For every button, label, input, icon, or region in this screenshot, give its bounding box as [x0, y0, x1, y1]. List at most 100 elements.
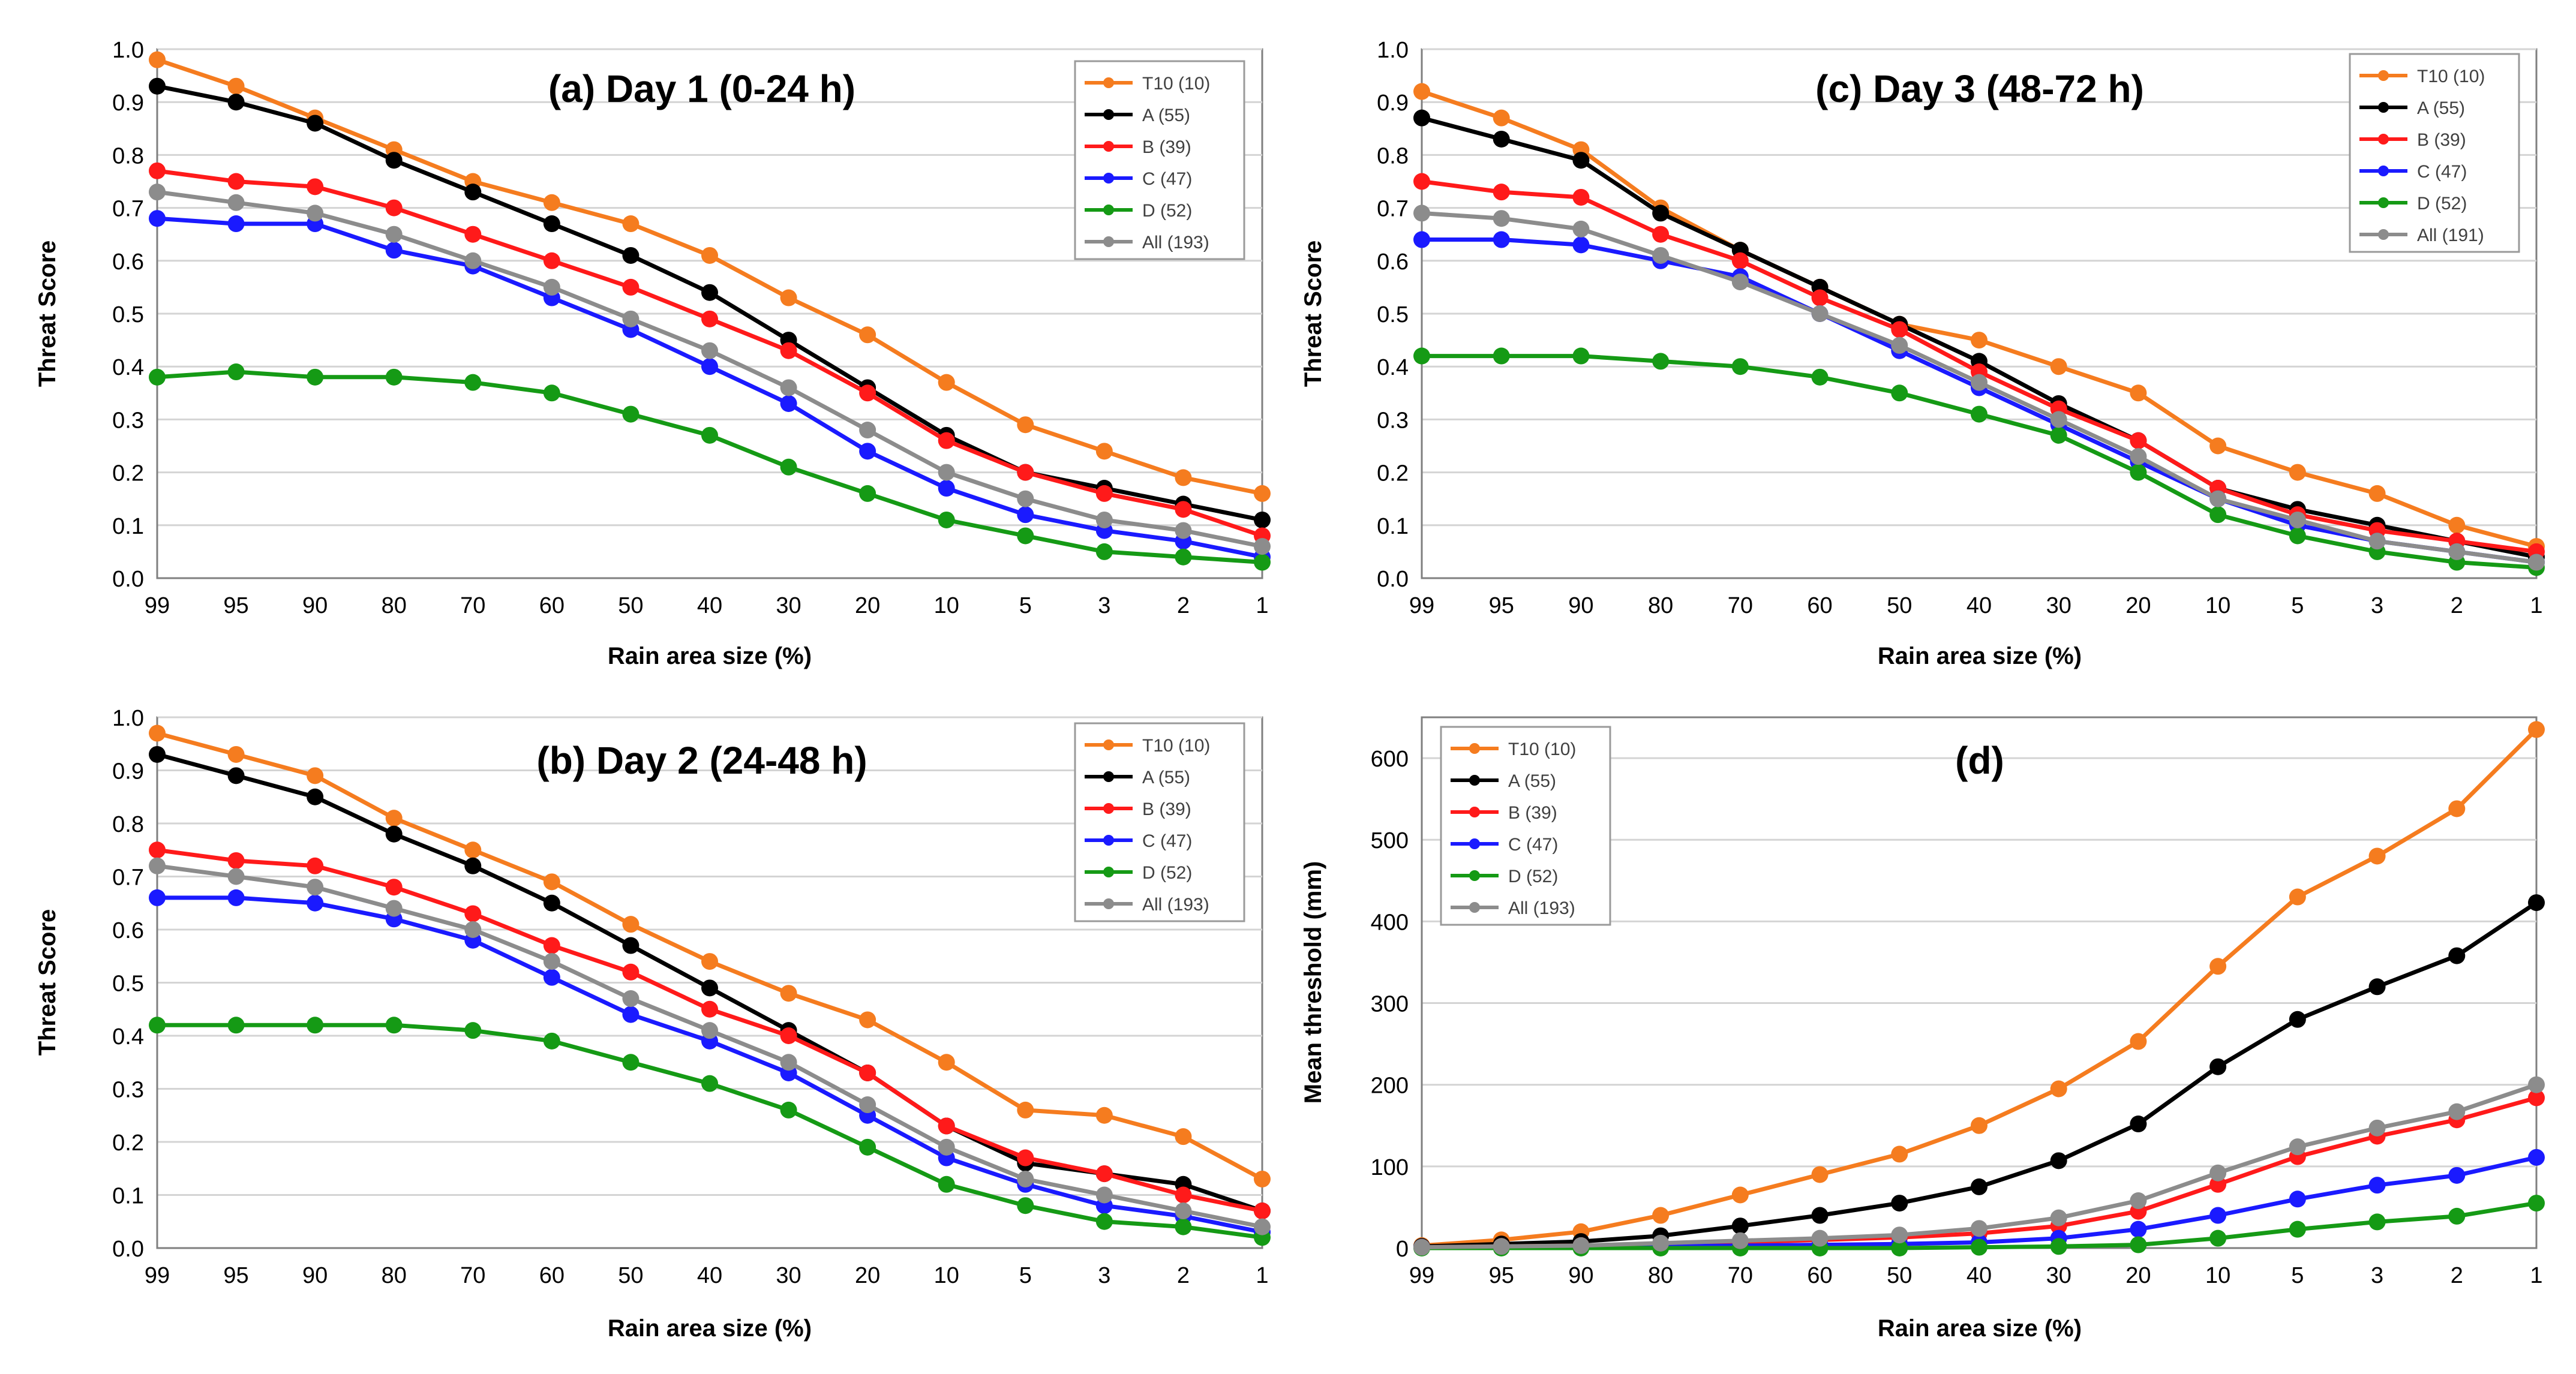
axes-b: [156, 717, 1262, 1249]
data-point-d-5: [2209, 1164, 2227, 1181]
y-ticks-d: 0 100 200 300 400 500 600: [1371, 747, 1409, 1262]
data-point-b-5: [701, 1022, 718, 1039]
y-tick-label-a: 0.3: [112, 408, 144, 433]
data-point-a-2: [543, 252, 560, 269]
data-point-d-5: [1811, 1229, 1829, 1247]
legend-d: T10 (10) A (55) B (39) C (47) D (52) All (193…: [1440, 726, 1611, 926]
data-point-b-0: [1254, 1170, 1271, 1187]
data-point-b-0: [859, 1011, 876, 1029]
legend-label-c: D (52): [2417, 194, 2467, 214]
data-point-c-5: [1572, 220, 1590, 237]
chart-title-d: (d): [1955, 739, 2004, 782]
data-point-a-2: [1095, 485, 1113, 502]
data-point-b-5: [1017, 1170, 1034, 1187]
x-tick-label-d: 20: [2125, 1263, 2151, 1288]
data-point-a-3: [149, 210, 166, 227]
data-point-b-4: [307, 1017, 324, 1034]
x-tick-label-a: 95: [223, 593, 248, 618]
data-point-b-1: [227, 767, 245, 784]
legend-label-d: D (52): [1508, 867, 1558, 886]
data-point-d-5: [2050, 1209, 2067, 1226]
data-point-b-5: [622, 990, 640, 1008]
y-tick-label-a: 0.7: [112, 197, 144, 222]
data-point-a-5: [227, 194, 245, 211]
y-tick-label-d: 100: [1371, 1155, 1409, 1180]
data-point-c-4: [2289, 527, 2306, 545]
data-point-b-5: [543, 953, 560, 970]
y-tick-label-b: 0.7: [112, 865, 144, 891]
data-point-a-4: [938, 511, 955, 528]
x-tick-label-b: 1: [1256, 1263, 1268, 1288]
data-point-b-0: [307, 767, 324, 784]
x-tick-label-c: 30: [2046, 593, 2071, 618]
data-point-c-0: [1413, 83, 1430, 100]
data-point-b-2: [385, 879, 403, 896]
chart-title-a: (a) Day 1 (0-24 h): [548, 67, 855, 110]
data-point-d-3: [2289, 1190, 2306, 1208]
data-point-b-2: [859, 1064, 876, 1081]
data-point-a-5: [938, 464, 955, 481]
legend-label-b: T10 (10): [1142, 736, 1210, 756]
y-tick-label-b: 0.0: [112, 1237, 144, 1262]
x-axis-label-a: Rain area size (%): [608, 643, 812, 669]
data-point-d-0: [2528, 721, 2545, 738]
y-tick-label-c: 0.6: [1377, 249, 1409, 275]
data-point-d-3: [2130, 1220, 2147, 1238]
legend-label-d: All (193): [1508, 898, 1575, 918]
y-tick-label-b: 0.6: [112, 918, 144, 943]
data-point-b-1: [543, 894, 560, 912]
legend-label-c: All (191): [2417, 226, 2484, 245]
data-point-d-0: [2368, 847, 2386, 865]
data-point-d-1: [2528, 894, 2545, 912]
data-point-a-2: [859, 384, 876, 402]
y-tick-label-c: 0.8: [1377, 143, 1409, 169]
x-tick-label-d: 5: [2291, 1263, 2304, 1288]
data-point-c-5: [2368, 533, 2386, 550]
legend-label-a: A (55): [1142, 106, 1190, 125]
data-point-b-4: [859, 1138, 876, 1156]
legend-marker-d: [1469, 807, 1480, 817]
x-tick-label-b: 50: [618, 1263, 643, 1288]
data-point-c-5: [2130, 448, 2147, 465]
data-point-c-2: [1731, 252, 1749, 269]
y-ticks-a: 0.0 0.1 0.2 0.3 0.4 0.5 0.6 0.7 0.8 0.9 1.0: [112, 38, 144, 592]
y-tick-label-d: 400: [1371, 910, 1409, 935]
y-tick-label-c: 0.4: [1377, 355, 1409, 380]
x-tick-label-b: 90: [302, 1263, 328, 1288]
data-point-b-0: [1095, 1107, 1113, 1124]
data-point-c-0: [2130, 384, 2147, 402]
x-tick-label-c: 95: [1489, 593, 1514, 618]
data-point-c-2: [1811, 289, 1829, 306]
data-point-c-3: [1413, 231, 1430, 248]
x-tick-label-a: 99: [145, 593, 170, 618]
data-point-b-4: [149, 1017, 166, 1034]
x-tick-label-a: 2: [1177, 593, 1190, 618]
data-point-a-0: [622, 215, 640, 233]
data-point-d-0: [1811, 1166, 1829, 1183]
data-point-b-0: [149, 724, 166, 742]
data-point-d-0: [1731, 1186, 1749, 1204]
data-point-c-4: [1572, 347, 1590, 365]
data-point-a-1: [1254, 511, 1271, 528]
x-ticks-d: 99 95 90 80 70 60 50 40 30 20 10 5 3 2 1: [1409, 1263, 2543, 1288]
data-point-a-1: [543, 215, 560, 233]
x-tick-label-b: 30: [776, 1263, 801, 1288]
data-point-a-3: [701, 358, 718, 375]
data-point-a-2: [701, 310, 718, 327]
data-point-b-5: [227, 868, 245, 885]
data-point-d-1: [2368, 978, 2386, 996]
x-axis-label-b: Rain area size (%): [608, 1315, 812, 1342]
data-point-a-5: [464, 252, 482, 269]
data-point-a-5: [149, 184, 166, 201]
data-point-d-0: [2289, 888, 2306, 906]
data-point-a-0: [1175, 469, 1192, 486]
y-tick-label-b: 0.1: [112, 1184, 144, 1209]
data-point-a-5: [1254, 538, 1271, 555]
data-point-c-3: [1493, 231, 1510, 248]
data-point-a-2: [622, 278, 640, 296]
x-tick-label-c: 20: [2125, 593, 2151, 618]
data-point-c-4: [1891, 384, 1908, 402]
x-tick-label-c: 50: [1887, 593, 1912, 618]
data-point-b-5: [149, 857, 166, 874]
data-point-c-5: [2209, 490, 2227, 507]
